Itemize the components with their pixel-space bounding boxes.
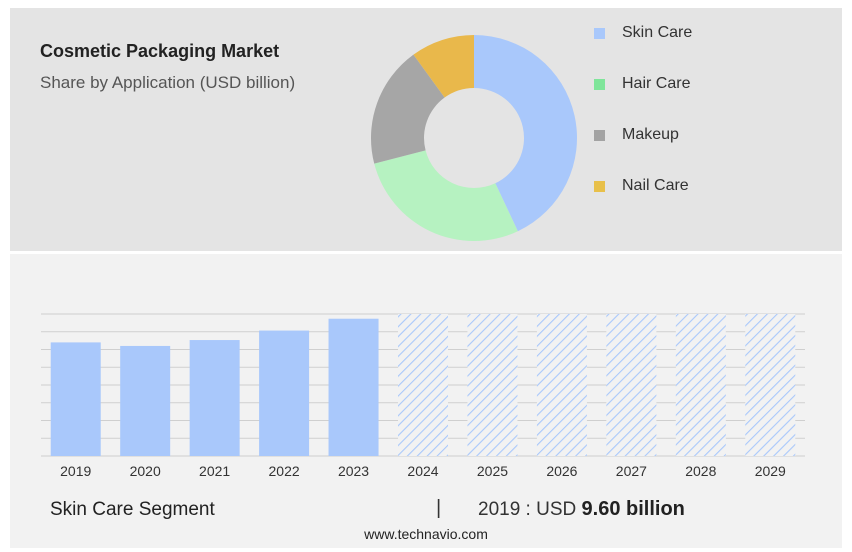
bar-2023 [328, 318, 379, 456]
segment-label: Skin Care Segment [50, 499, 215, 520]
bar-2021 [189, 340, 240, 456]
bar-marks [50, 314, 796, 456]
bar-2028 [675, 314, 726, 456]
legend-label-nail-care: Nail Care [622, 177, 689, 194]
x-tick-label-2024: 2024 [407, 463, 438, 479]
legend-swatch-nail-care [594, 180, 605, 192]
legend-swatch-makeup [594, 129, 605, 141]
legend-item-nail-care: Nail Care [590, 173, 830, 199]
legend-label-hair-care: Hair Care [622, 75, 691, 92]
donut-chart [371, 35, 578, 242]
x-tick-label-2020: 2020 [130, 463, 161, 479]
bar-chart: 2019 2020 2021 2022 2023 2024 2025 2026 2027 2028… [41, 313, 805, 479]
x-tick-labels: 2019 2020 2021 2022 2023 2024 2025 2026 2027 2028… [60, 463, 786, 479]
x-tick-label-2023: 2023 [338, 463, 369, 479]
bar-2019 [50, 342, 101, 456]
segment-value-prefix: 2019 : USD [478, 499, 577, 520]
donut-slice-skin-care [474, 35, 578, 232]
bar-2024 [398, 314, 448, 456]
legend-item-makeup: Makeup [590, 122, 830, 148]
x-tick-label-2021: 2021 [199, 463, 230, 479]
bar-2026 [536, 314, 587, 456]
x-tick-label-2029: 2029 [755, 463, 786, 479]
donut-slices [371, 35, 578, 242]
legend-label-skin-care: Skin Care [622, 24, 693, 41]
footer-separator: | [436, 497, 442, 519]
x-tick-label-2027: 2027 [616, 463, 647, 479]
chart-subtitle: Share by Application (USD billion) [40, 73, 296, 92]
legend-item-skin-care: Skin Care [590, 20, 830, 46]
legend-item-hair-care: Hair Care [590, 71, 830, 97]
x-tick-label-2022: 2022 [269, 463, 300, 479]
x-tick-label-2026: 2026 [546, 463, 577, 479]
chart-title: Cosmetic Packaging Market [40, 41, 280, 61]
donut-slice-makeup [371, 54, 445, 164]
segment-value: 2019 : USD 9.60 billion [478, 498, 685, 521]
legend-swatch-hair-care [594, 78, 605, 90]
bar-2022 [259, 330, 310, 456]
x-tick-label-2019: 2019 [60, 463, 91, 479]
legend-label-makeup: Makeup [622, 126, 679, 143]
x-tick-label-2028: 2028 [685, 463, 716, 479]
donut-slice-hair-care [374, 150, 518, 242]
bar-2020 [120, 345, 171, 456]
segment-value-amount: 9.60 billion [581, 498, 685, 520]
x-tick-label-2025: 2025 [477, 463, 508, 479]
bar-2029 [745, 314, 796, 456]
bar-2027 [606, 314, 657, 456]
bar-2025 [467, 314, 518, 456]
legend-swatch-skin-care [594, 27, 605, 39]
website-link[interactable]: www.technavio.com [364, 526, 488, 542]
donut-slice-nail-care [413, 35, 474, 98]
